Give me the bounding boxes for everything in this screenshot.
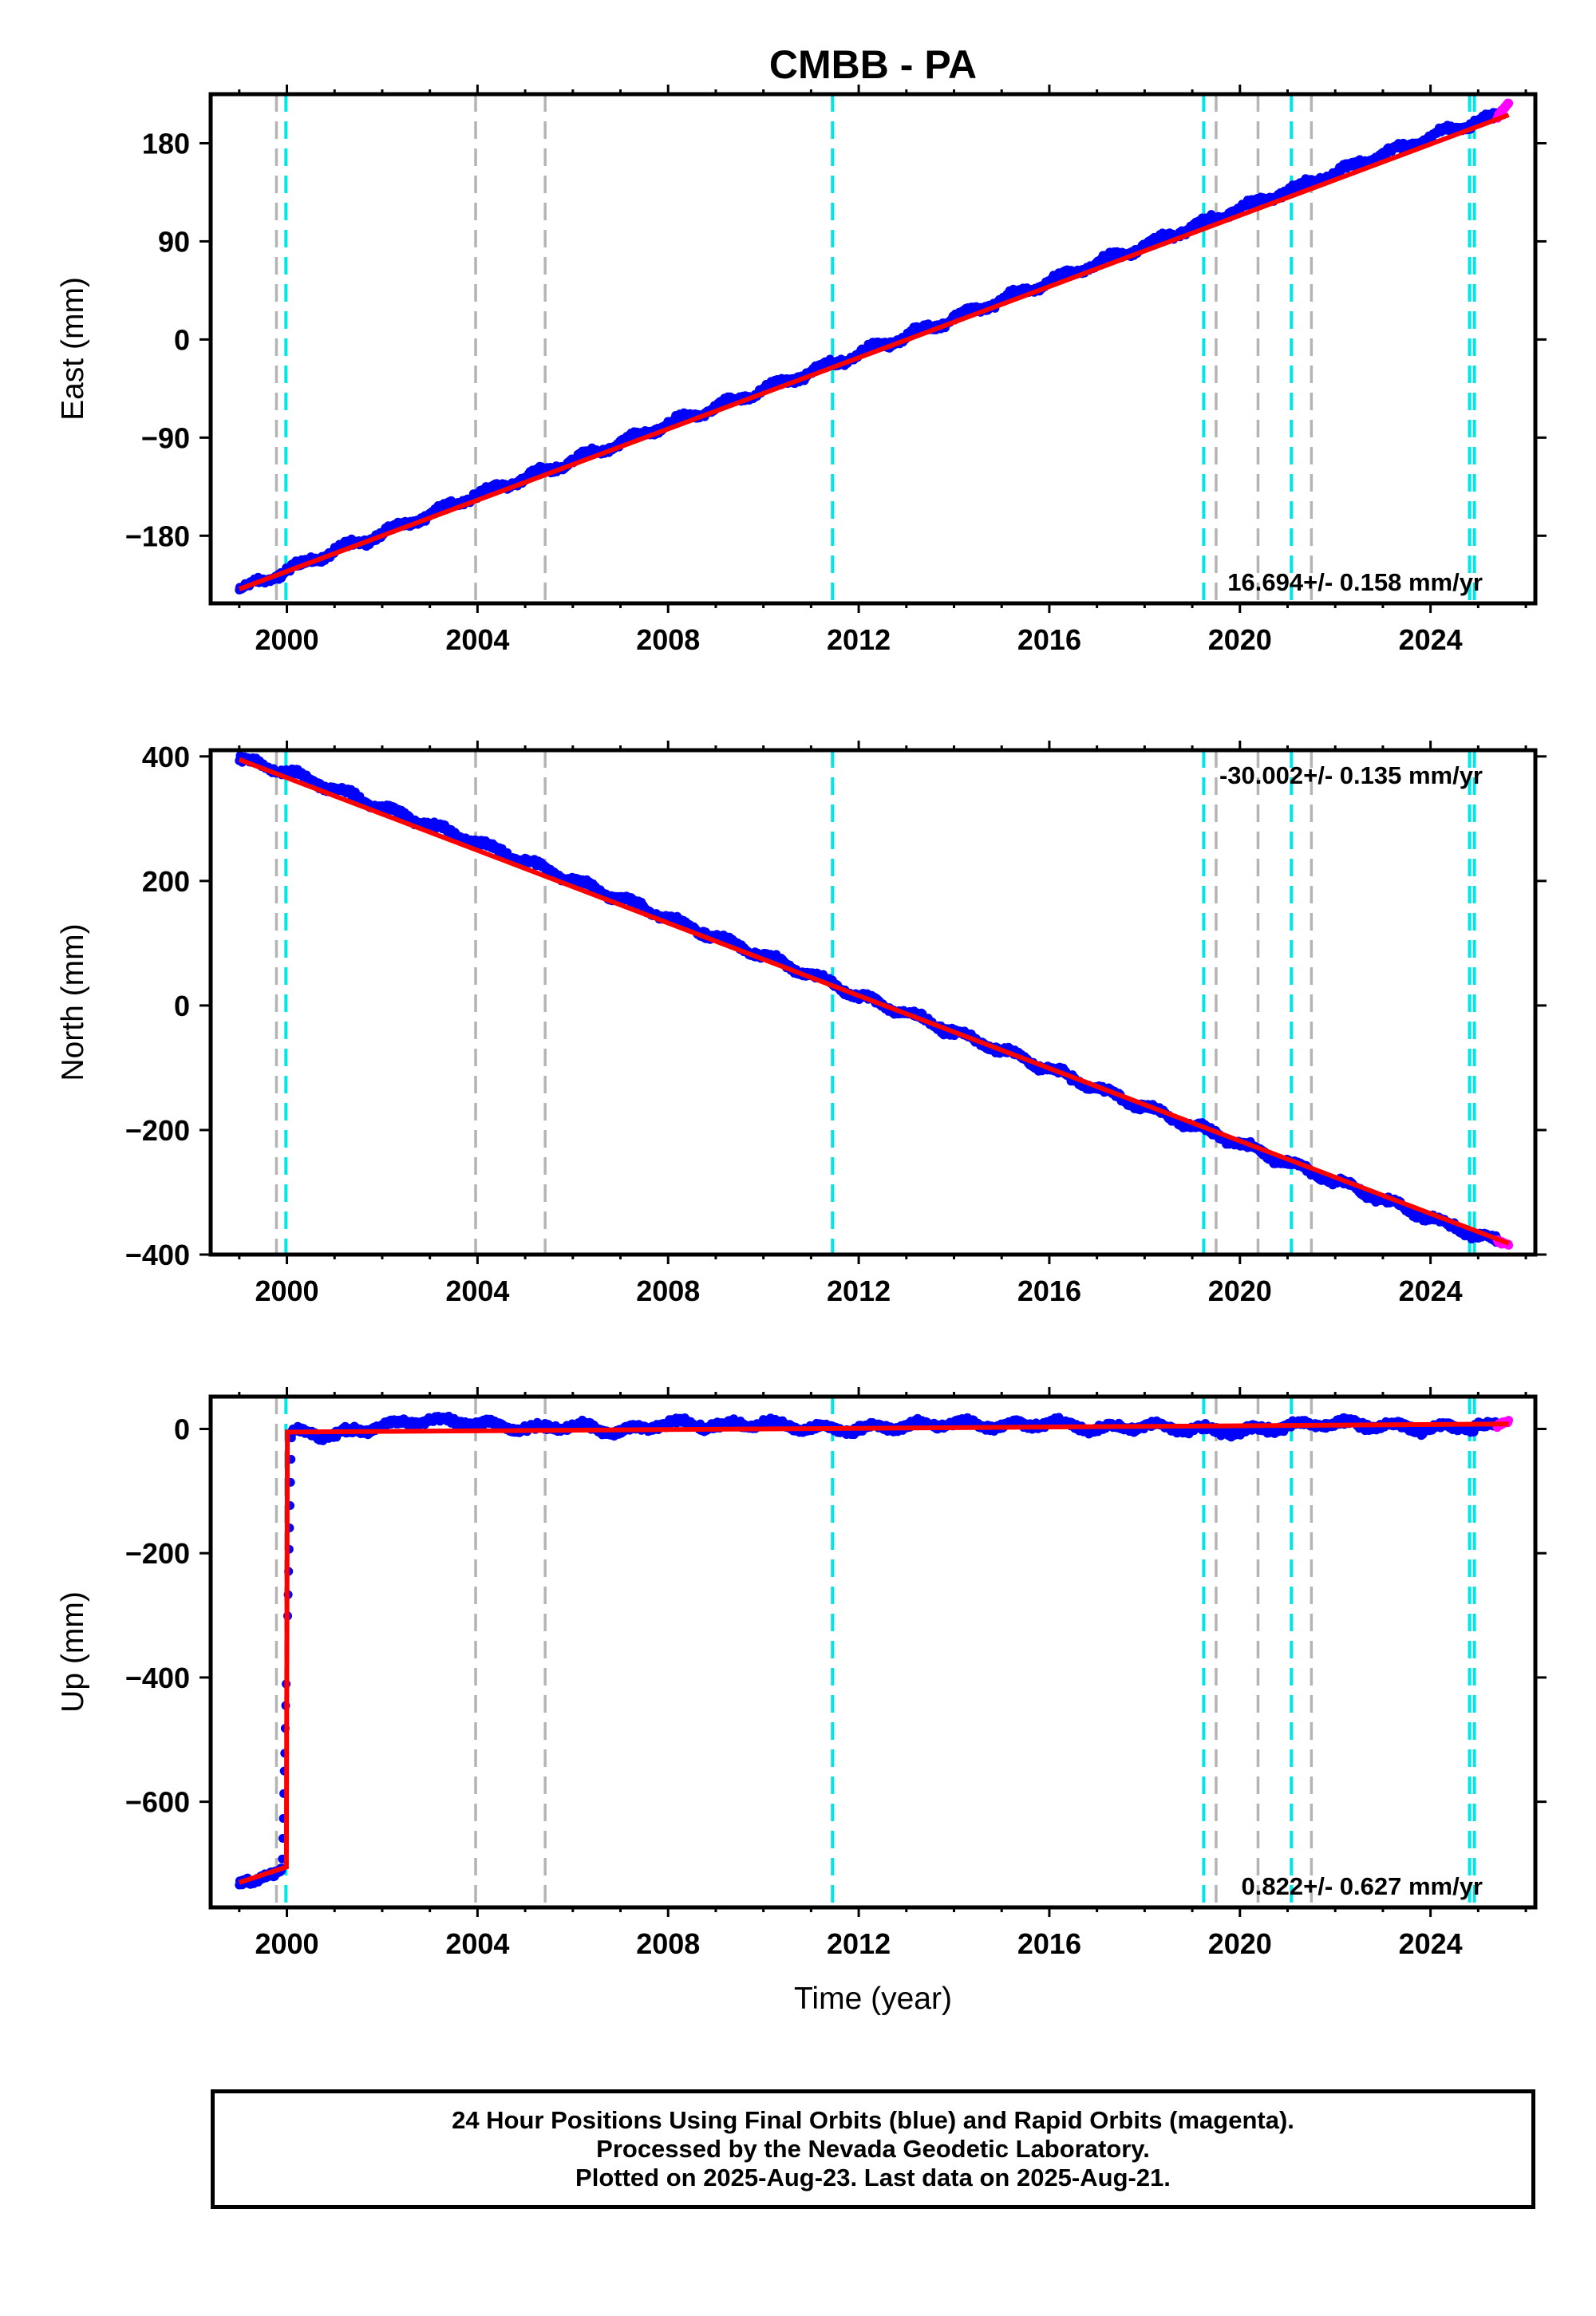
north-x-tick-label-4: 2016 bbox=[1017, 1275, 1081, 1307]
north-x-tick-label-2: 2008 bbox=[636, 1275, 700, 1307]
east-x-tick-label-3: 2012 bbox=[827, 623, 891, 656]
north-y-tick-label-3: 200 bbox=[142, 865, 190, 898]
up-y-tick-label-2: −200 bbox=[125, 1537, 190, 1570]
north-y-tick-label-1: −200 bbox=[125, 1114, 190, 1147]
east-panel: 2000 2004 2008 2012 2016 2020 2024 −180 −90 0 90 18… bbox=[56, 85, 1547, 656]
east-y-tick-label-4: 180 bbox=[142, 127, 190, 160]
up-x-tick-label-4: 2016 bbox=[1017, 1927, 1081, 1960]
east-y-tick-label-3: 90 bbox=[158, 225, 190, 258]
north-y-axis-label: North (mm) bbox=[56, 923, 90, 1081]
east-plot-area bbox=[235, 94, 1514, 603]
north-panel: 2000 2004 2008 2012 2016 2020 2024 −400 −200 0 200… bbox=[56, 741, 1547, 1307]
east-frame bbox=[208, 92, 1538, 606]
up-final-orbits-points bbox=[235, 1411, 1502, 1890]
east-model-line bbox=[238, 113, 1510, 592]
east-y-tick-label-1: −90 bbox=[141, 421, 190, 454]
caption-line-2: Processed by the Nevada Geodetic Laborat… bbox=[596, 2135, 1150, 2163]
up-y-tick-label-3: 0 bbox=[174, 1413, 190, 1445]
east-y-axis-label: East (mm) bbox=[56, 277, 90, 421]
caption-line-1: 24 Hour Positions Using Final Orbits (bl… bbox=[452, 2106, 1294, 2134]
up-plot-area bbox=[235, 1397, 1514, 1907]
east-x-tick-label-1: 2004 bbox=[445, 623, 509, 656]
north-frame bbox=[208, 748, 1538, 1257]
caption-box: 24 Hour Positions Using Final Orbits (bl… bbox=[211, 2089, 1535, 2209]
north-x-tick-label-5: 2020 bbox=[1208, 1275, 1272, 1307]
east-y-tick-label-0: −180 bbox=[125, 520, 190, 552]
up-model-line bbox=[238, 1421, 1509, 1885]
east-y-tick-label-2: 0 bbox=[174, 323, 190, 356]
north-plot-area bbox=[235, 750, 1514, 1255]
up-x-tick-label-2: 2008 bbox=[636, 1927, 700, 1960]
up-panel: 2000 2004 2008 2012 2016 2020 2024 −600 −400 −200… bbox=[56, 1387, 1547, 1960]
x-axis-label: Time (year) bbox=[794, 1982, 952, 2016]
up-y-axis-label: Up (mm) bbox=[56, 1591, 90, 1713]
caption-line-3: Plotted on 2025-Aug-23. Last data on 202… bbox=[575, 2164, 1171, 2192]
north-y-tick-label-0: −400 bbox=[125, 1239, 190, 1271]
up-y-tick-label-0: −600 bbox=[125, 1786, 190, 1819]
east-x-tick-label-0: 2000 bbox=[255, 623, 318, 656]
east-rate-label: 16.694+/- 0.158 mm/yr bbox=[1227, 568, 1483, 596]
up-x-tick-label-3: 2012 bbox=[827, 1927, 891, 1960]
north-x-tick-label-0: 2000 bbox=[255, 1275, 318, 1307]
panels-group: 2000 2004 2008 2012 2016 2020 2024−180−9009018… bbox=[56, 85, 1547, 1960]
north-y-tick-label-4: 400 bbox=[142, 741, 190, 773]
up-y-tick-label-1: −400 bbox=[125, 1662, 190, 1694]
north-rate-label: -30.002+/- 0.135 mm/yr bbox=[1219, 761, 1483, 789]
up-x-tick-label-0: 2000 bbox=[255, 1927, 318, 1960]
chart-title: CMBB - PA bbox=[769, 42, 977, 87]
north-y-tick-label-2: 0 bbox=[174, 990, 190, 1022]
east-x-tick-label-6: 2024 bbox=[1399, 623, 1463, 656]
up-x-tick-label-5: 2020 bbox=[1208, 1927, 1272, 1960]
north-x-tick-label-6: 2024 bbox=[1399, 1275, 1463, 1307]
north-model-line bbox=[238, 757, 1510, 1246]
east-x-tick-label-4: 2016 bbox=[1017, 623, 1081, 656]
east-x-tick-label-5: 2020 bbox=[1208, 623, 1272, 656]
up-rate-label: 0.822+/- 0.627 mm/yr bbox=[1242, 1872, 1483, 1900]
up-frame bbox=[208, 1394, 1538, 1910]
north-x-tick-label-3: 2012 bbox=[827, 1275, 891, 1307]
east-x-tick-label-2: 2008 bbox=[636, 623, 700, 656]
north-x-tick-label-1: 2004 bbox=[445, 1275, 509, 1307]
up-x-tick-label-6: 2024 bbox=[1399, 1927, 1463, 1960]
up-x-tick-label-1: 2004 bbox=[445, 1927, 509, 1960]
